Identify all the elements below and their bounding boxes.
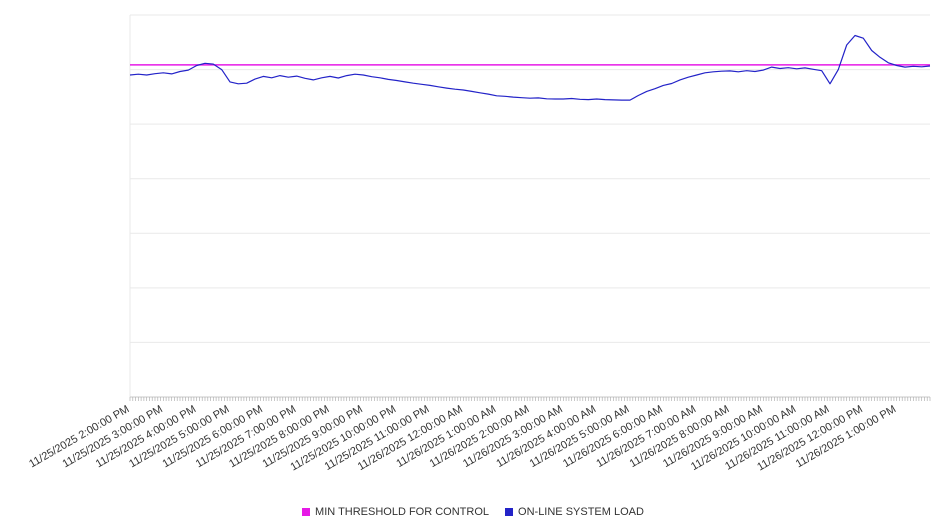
load-swatch-icon bbox=[505, 508, 514, 516]
legend-label-threshold: MIN THRESHOLD FOR CONTROL bbox=[315, 506, 490, 518]
series-line bbox=[129, 34, 931, 101]
legend-item-system-load[interactable]: ON-LINE SYSTEM LOAD bbox=[505, 506, 644, 518]
threshold-swatch-icon bbox=[302, 508, 311, 516]
legend-item-min-threshold[interactable]: MIN THRESHOLD FOR CONTROL bbox=[302, 506, 489, 518]
chart-legend: MIN THRESHOLD FOR CONTROL ON-LINE SYSTEM… bbox=[0, 498, 946, 526]
legend-label-load: ON-LINE SYSTEM LOAD bbox=[518, 506, 644, 518]
